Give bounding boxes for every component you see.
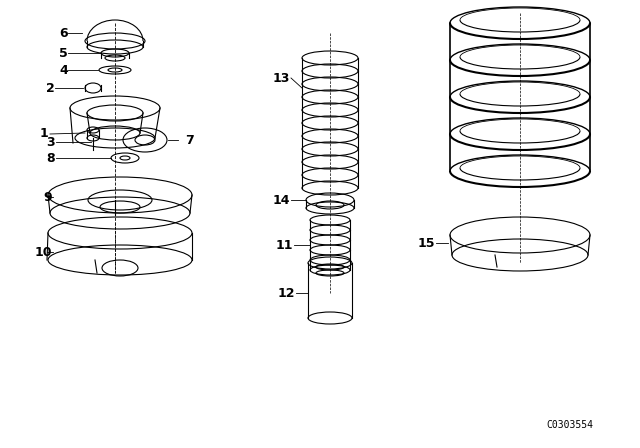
Text: 6: 6 xyxy=(60,26,68,39)
Text: 5: 5 xyxy=(60,47,68,60)
Text: 7: 7 xyxy=(185,134,194,146)
Text: 13: 13 xyxy=(273,72,290,85)
Text: 4: 4 xyxy=(60,64,68,77)
Text: 12: 12 xyxy=(278,287,295,300)
Text: C0303554: C0303554 xyxy=(547,420,593,430)
Text: 3: 3 xyxy=(46,135,55,148)
Text: 9: 9 xyxy=(44,190,52,203)
Text: 15: 15 xyxy=(417,237,435,250)
Text: 11: 11 xyxy=(275,238,293,251)
Text: 1: 1 xyxy=(39,126,48,139)
Text: 8: 8 xyxy=(46,151,55,164)
Text: 2: 2 xyxy=(46,82,55,95)
Text: 14: 14 xyxy=(273,194,290,207)
Text: 10: 10 xyxy=(35,246,52,258)
